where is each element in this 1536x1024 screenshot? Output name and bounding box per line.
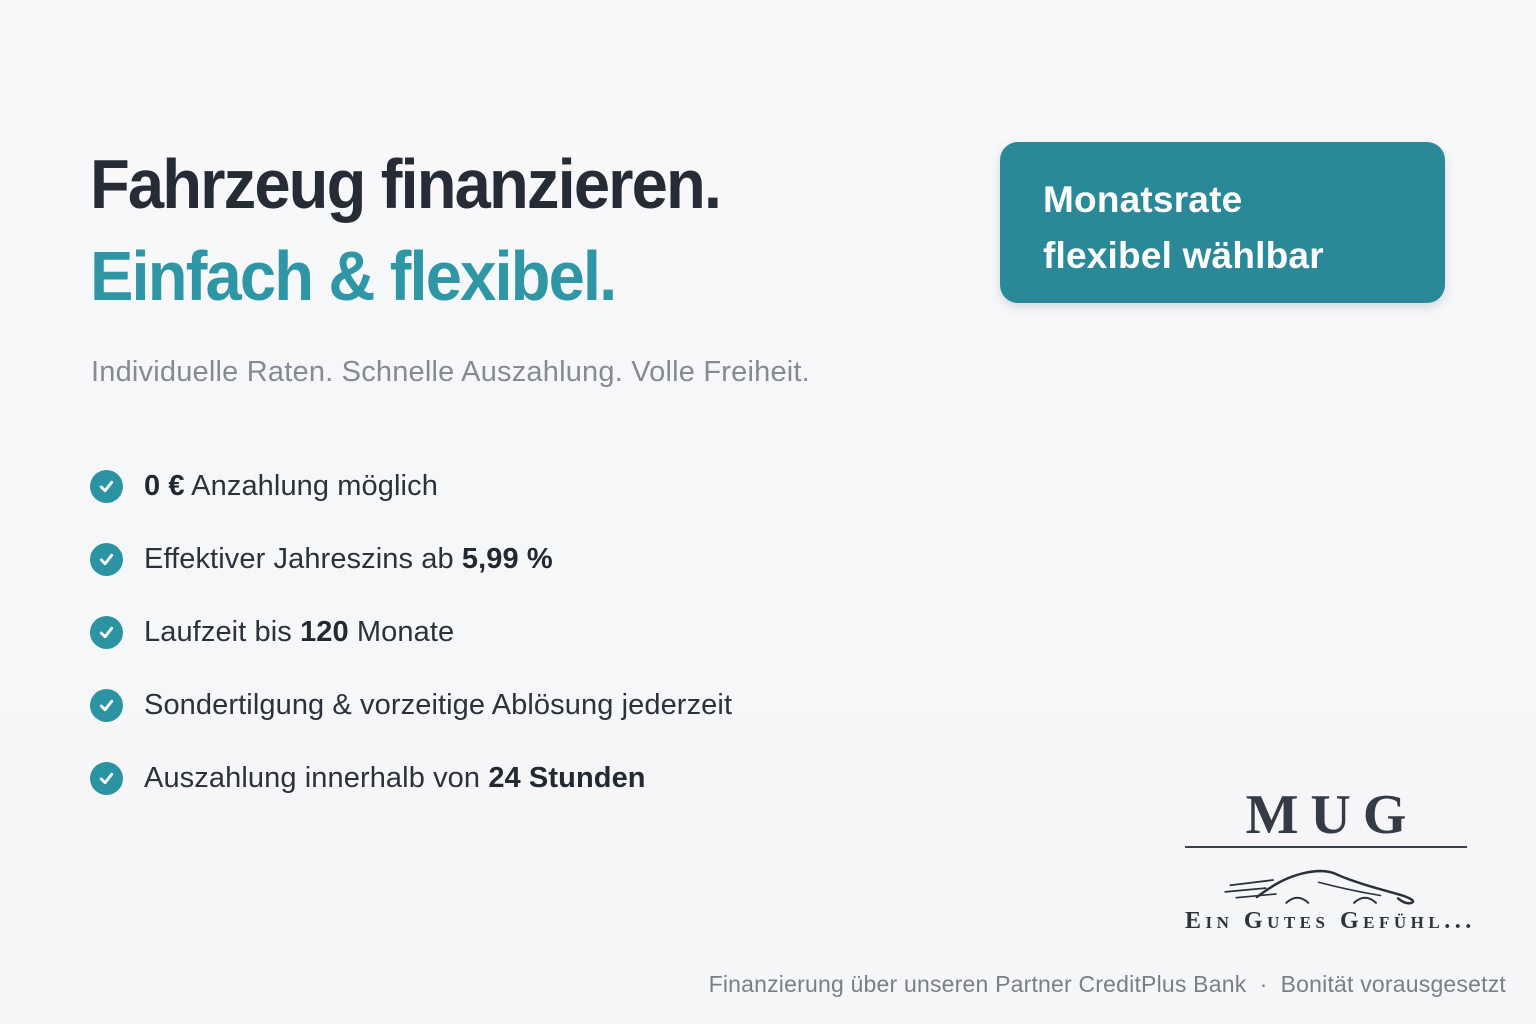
list-item: Effektiver Jahreszins ab 5,99 % [90, 523, 732, 596]
list-item-text: Effektiver Jahreszins ab 5,99 % [144, 543, 553, 575]
hero-heading: Fahrzeug finanzieren. Einfach & flexibel… [90, 138, 722, 322]
dealer-logo-tagline: Ein Gutes Gefühl... [1185, 908, 1476, 934]
hero-subtitle: Individuelle Raten. Schnelle Auszahlung.… [91, 356, 810, 388]
badge-line1: Monatsrate [1043, 179, 1243, 220]
list-item-text: 0 € Anzahlung möglich [144, 470, 438, 502]
financing-disclaimer: Finanzierung über unseren Partner Credit… [708, 971, 1506, 997]
list-item-text: Laufzeit bis 120 Monate [144, 616, 455, 648]
dealer-logo-wordmark: MUG [1245, 784, 1419, 846]
page-title-line2: Einfach & flexibel. [90, 237, 617, 315]
list-item: Sondertilgung & vorzeitige Ablösung jede… [90, 669, 732, 742]
check-circle-icon [90, 543, 123, 576]
check-circle-icon [90, 616, 123, 649]
list-item: Laufzeit bis 120 Monate [90, 596, 732, 669]
benefits-checklist: 0 € Anzahlung möglich Effektiver Jahresz… [90, 450, 732, 815]
car-silhouette-icon [1223, 860, 1429, 906]
monthly-rate-badge: Monatsrate flexibel wählbar [1000, 142, 1445, 303]
badge-line2: flexibel wählbar [1043, 235, 1324, 276]
logo-divider [1185, 846, 1467, 848]
list-item-text: Auszahlung innerhalb von 24 Stunden [144, 762, 646, 794]
list-item: 0 € Anzahlung möglich [90, 450, 732, 523]
check-circle-icon [90, 689, 123, 722]
list-item-text: Sondertilgung & vorzeitige Ablösung jede… [144, 689, 733, 721]
page-title-line1: Fahrzeug finanzieren. [90, 145, 722, 223]
check-circle-icon [90, 762, 123, 795]
list-item: Auszahlung innerhalb von 24 Stunden [90, 742, 732, 815]
check-circle-icon [90, 470, 123, 503]
dealer-logo: MUG Ein Gutes Gef [1185, 784, 1476, 935]
